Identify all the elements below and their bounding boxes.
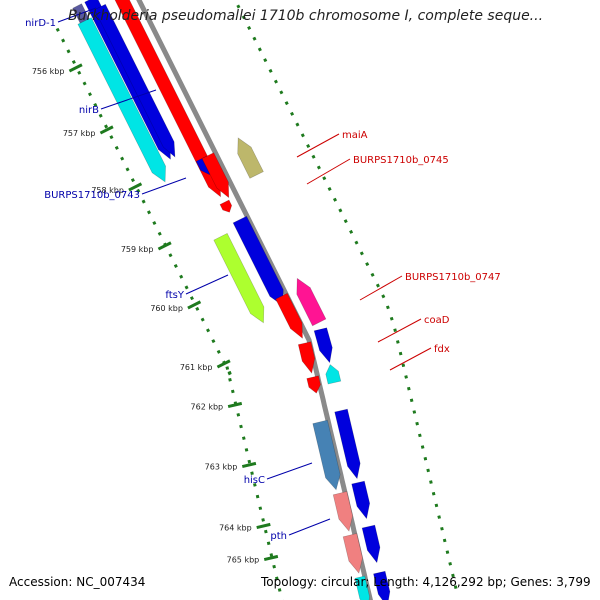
scale-tick [216, 359, 231, 369]
gene-maiA[interactable] [110, 0, 221, 198]
scale-tick-label: 765 kbp [227, 556, 260, 565]
scale-tick-label: 762 kbp [191, 403, 224, 412]
gene-nirB[interactable] [77, 17, 166, 183]
gene-ftsY[interactable] [213, 232, 265, 324]
label-leader-ftsY [185, 274, 229, 295]
tick-layer: 756 kbp 757 kbp 758 kbp 759 kbp 760 kbp 761 k… [32, 0, 458, 600]
label-leader-BURPS1710b_0743 [141, 177, 187, 195]
label-leader-coaD [377, 318, 422, 343]
gene-blue-bottom[interactable] [361, 524, 381, 564]
gene-bottom-blue2[interactable] [373, 570, 391, 600]
gene-nirB-b[interactable] [94, 3, 176, 158]
gene-label-fdx[interactable]: fdx [434, 344, 450, 355]
scale-tick-label: 763 kbp [205, 463, 238, 472]
scale-tick-label: 758 kbp [91, 186, 124, 195]
gene-bottom-cyan[interactable] [354, 575, 370, 600]
gene-blue-pth[interactable] [351, 480, 371, 520]
gene-label-BURPS1710b_0743[interactable]: BURPS1710b_0743 [44, 190, 140, 201]
scale-tick [256, 522, 271, 530]
gene-label-pth[interactable]: pth [270, 531, 287, 542]
gene-labels-layer: nirD-1 nirB maiA BURPS1710b_0745 BURPS1710b_… [25, 7, 501, 542]
gene-red-fdx[interactable] [306, 375, 321, 394]
gene-red-small[interactable] [219, 199, 233, 213]
scale-tick [241, 461, 257, 469]
scale-tick [99, 125, 114, 135]
scale-tick-label: 761 kbp [180, 363, 213, 372]
label-leader-BURPS1710b_0745 [306, 158, 351, 185]
gene-coaD[interactable] [297, 341, 316, 374]
gene-label-maiA[interactable]: maiA [342, 130, 368, 141]
scale-tick-label: 757 kbp [63, 129, 96, 138]
gene-label-nirB[interactable]: nirB [79, 105, 99, 116]
scale-tick [263, 554, 279, 562]
gene-fdx[interactable] [325, 364, 342, 385]
gene-label-coaD[interactable]: coaD [424, 315, 450, 326]
scale-tick [128, 182, 143, 192]
gene-ftsY-b[interactable] [232, 215, 284, 307]
gene-BURPS1710b_0745[interactable] [237, 137, 264, 179]
gene-label-hisC[interactable]: hisC [244, 475, 265, 486]
gene-blue-hisC[interactable] [334, 408, 361, 480]
label-leader-fdx [389, 347, 432, 371]
accession-text: Accession: NC_007434 [9, 575, 146, 589]
gene-label-ftsY[interactable]: ftsY [165, 290, 184, 301]
gene-pth[interactable] [332, 491, 353, 532]
gene-label-nirD-1[interactable]: nirD-1 [25, 18, 56, 29]
label-leader-pth [288, 518, 331, 536]
gene-hisC[interactable] [312, 419, 341, 491]
scale-tick-label: 756 kbp [32, 67, 65, 76]
scale-tick-label: 764 kbp [219, 524, 252, 533]
label-leader-nirD-1 [57, 7, 97, 23]
scale-tick [68, 63, 83, 73]
genome-summary-text: Topology: circular; Length: 4,126,292 bp… [261, 575, 591, 589]
gene-red-0747[interactable] [275, 292, 303, 339]
scale-tick-label: 759 kbp [121, 245, 154, 254]
label-leader-maiA [296, 133, 340, 158]
genes-layer [72, 0, 391, 600]
label-leader-hisC [266, 462, 313, 480]
gene-pink-bottom[interactable] [342, 533, 363, 574]
scale-tick [227, 401, 243, 409]
gene-BURPS1710b_0747[interactable] [296, 277, 327, 327]
gene-blue-coaD[interactable] [313, 327, 333, 364]
gene-label-BURPS1710b_0745[interactable]: BURPS1710b_0745 [353, 155, 449, 166]
scale-tick [187, 300, 202, 310]
gene-red-0746[interactable] [201, 152, 230, 199]
scale-tick-label: 760 kbp [150, 304, 183, 313]
label-leader-BURPS1710b_0747 [359, 275, 403, 301]
map-title: Burkholderia pseudomallei 1710b chromoso… [68, 8, 544, 24]
scale-tick [157, 241, 172, 251]
label-leader-nirB [100, 89, 157, 110]
gene-label-BURPS1710b_0747[interactable]: BURPS1710b_0747 [405, 272, 501, 283]
